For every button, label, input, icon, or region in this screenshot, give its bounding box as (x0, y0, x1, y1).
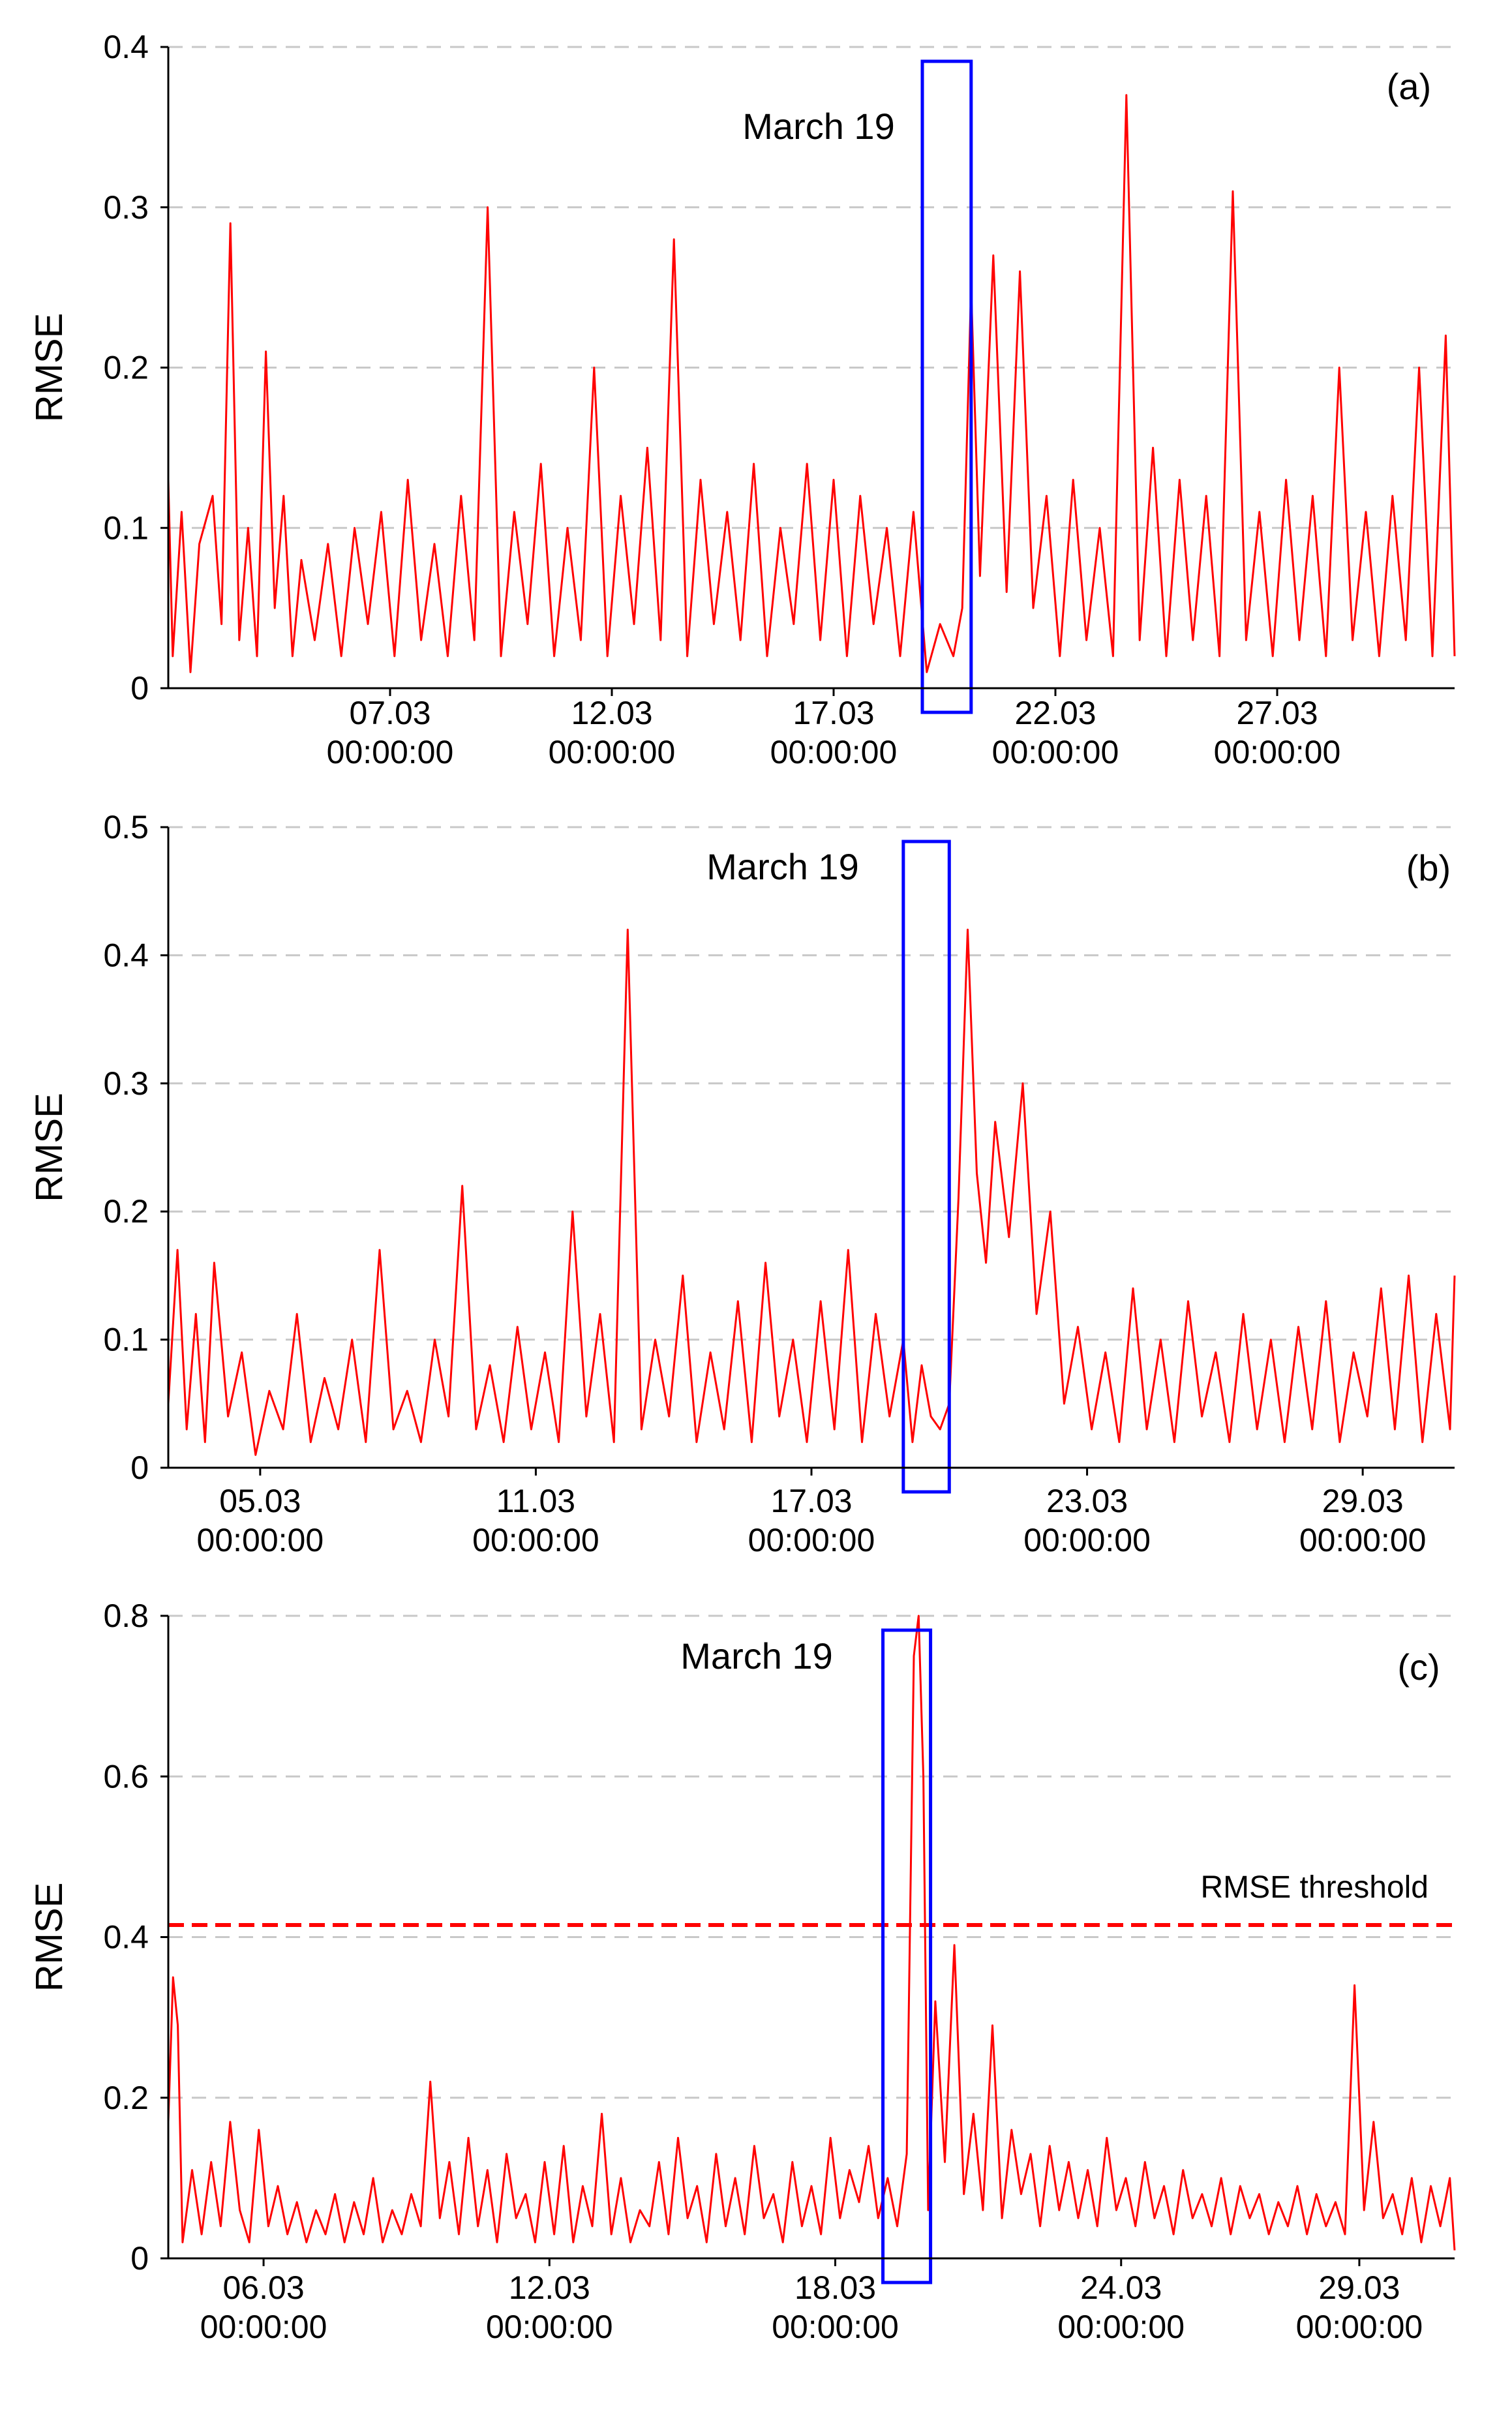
y-tick-label: 0.4 (103, 937, 149, 973)
y-tick-label: 0 (130, 2240, 149, 2277)
highlight-box (881, 1628, 933, 2284)
chart-panel-a: March 19(a)00.10.20.30.4RMSE07.0300:00:0… (28, 29, 1456, 770)
x-tick-date-label: 11.03 (496, 1483, 575, 1519)
x-tick-date-label: 22.03 (1014, 695, 1096, 731)
y-tick-label: 0.1 (103, 1322, 149, 1358)
x-tick-time-label: 00:00:00 (549, 734, 676, 770)
panel-label: (a) (1387, 66, 1431, 107)
chart-panel-b: March 19 (b)00.10.20.30.40.5RMSE05.0300:0… (28, 809, 1456, 1558)
x-tick-time-label: 00:00:00 (770, 734, 898, 770)
rmse-series-line (167, 94, 1456, 673)
x-tick-time-label: 00:00:00 (748, 1522, 875, 1558)
x-tick-time-label: 00:00:00 (772, 2309, 899, 2345)
highlight-label: March 19 (742, 106, 894, 147)
x-tick-date-label: 24.03 (1080, 2269, 1162, 2306)
x-tick-date-label: 18.03 (794, 2269, 876, 2306)
x-tick-time-label: 00:00:00 (1214, 734, 1341, 770)
x-tick-time-label: 00:00:00 (327, 734, 454, 770)
y-tick-label: 0.8 (103, 1598, 149, 1634)
x-tick-time-label: 00:00:00 (1296, 2309, 1423, 2345)
highlight-box (901, 840, 951, 1494)
x-tick-date-label: 06.03 (223, 2269, 305, 2306)
y-axis-title: RMSE (28, 1093, 70, 1202)
y-tick-label: 0.6 (103, 1758, 149, 1795)
x-tick-date-label: 17.03 (770, 1483, 852, 1519)
y-tick-label: 0.2 (103, 350, 149, 386)
chart-panel-c: RMSE threshold March 19 (c) 0 0.2 0.4 0.6 0.8 RM… (28, 1598, 1456, 2345)
highlight-box (920, 59, 973, 714)
x-tick-time-label: 00:00:00 (992, 734, 1119, 770)
x-tick-time-label: 00:00:00 (1057, 2309, 1185, 2345)
panel-label: (b) (1406, 847, 1451, 888)
x-tick-date-label: 05.03 (219, 1483, 301, 1519)
x-tick-date-label: 07.03 (349, 695, 431, 731)
x-tick-date-label: 23.03 (1046, 1483, 1128, 1519)
y-tick-label: 0.1 (103, 509, 149, 546)
highlight-label: March 19 (706, 846, 858, 887)
y-tick-label: 0.2 (103, 2080, 149, 2116)
x-tick-date-label: 29.03 (1318, 2269, 1400, 2306)
panel-label: (c) (1397, 1646, 1440, 1688)
y-tick-label: 0 (130, 670, 149, 706)
y-tick-label: 0.3 (103, 1065, 149, 1102)
x-tick-time-label: 00:00:00 (1023, 1522, 1151, 1558)
x-tick-date-label: 27.03 (1236, 695, 1318, 731)
x-tick-time-label: 00:00:00 (1299, 1522, 1427, 1558)
y-tick-label: 0.3 (103, 189, 149, 226)
x-tick-time-label: 00:00:00 (197, 1522, 324, 1558)
y-axis-title: RMSE (28, 313, 70, 423)
y-tick-label: 0 (130, 1449, 149, 1486)
x-tick-time-label: 00:00:00 (472, 1522, 599, 1558)
y-tick-label: 0.4 (103, 1919, 149, 1956)
x-tick-date-label: 29.03 (1322, 1483, 1404, 1519)
x-tick-date-label: 12.03 (509, 2269, 590, 2306)
highlight-label: March 19 (680, 1635, 832, 1676)
y-axis-title: RMSE (28, 1883, 70, 1992)
y-tick-label: 0.4 (103, 29, 149, 65)
threshold-label: RMSE threshold (1201, 1870, 1429, 1905)
rmse-series-line (167, 1615, 1456, 2251)
x-tick-time-label: 00:00:00 (200, 2309, 327, 2345)
y-tick-label: 0.5 (103, 809, 149, 845)
x-tick-time-label: 00:00:00 (486, 2309, 613, 2345)
x-tick-date-label: 17.03 (793, 695, 874, 731)
rmse-series-line (167, 928, 1456, 1456)
y-tick-label: 0.2 (103, 1193, 149, 1230)
x-tick-date-label: 12.03 (571, 695, 652, 731)
